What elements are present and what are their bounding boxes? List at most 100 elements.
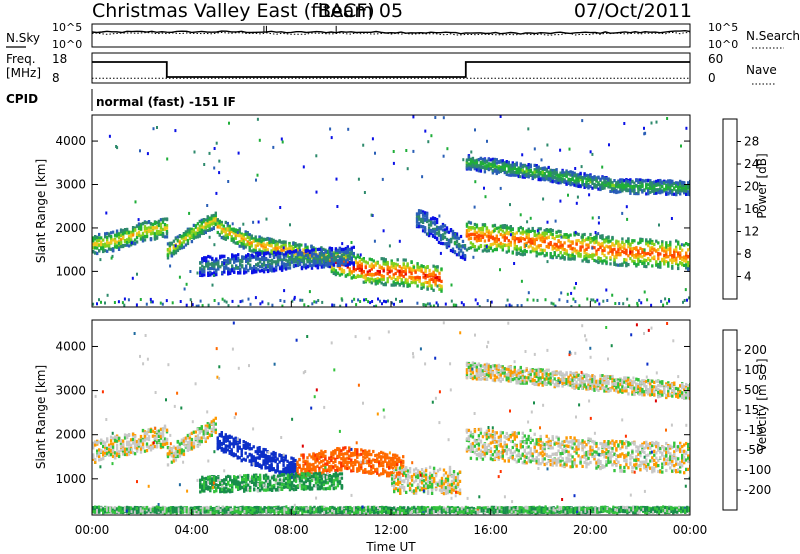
power-cell — [235, 266, 238, 270]
power-noise-cell — [536, 229, 539, 233]
power-cell — [428, 268, 431, 272]
power-cell — [410, 267, 413, 271]
power-cell — [637, 257, 640, 261]
power-cell — [477, 234, 481, 238]
power-cell — [653, 180, 656, 184]
velocity-cell — [145, 449, 149, 453]
power-cell — [368, 273, 371, 277]
power-cell — [202, 218, 205, 222]
power-cell — [441, 242, 445, 246]
power-cell — [298, 250, 302, 254]
power-cell — [338, 259, 342, 264]
power-noise-cell — [335, 177, 338, 181]
power-cell — [617, 242, 620, 246]
power-cell — [543, 234, 546, 238]
power-cell — [639, 239, 642, 243]
power-noise-cell — [525, 244, 528, 247]
velocity-cell — [222, 440, 225, 444]
velocity-cell — [192, 441, 196, 445]
power-cell — [685, 266, 688, 270]
power-ground-cell — [606, 299, 609, 302]
power-cell — [296, 256, 299, 260]
power-ground-cell — [135, 303, 138, 307]
power-cell — [340, 269, 344, 273]
power-cell — [298, 243, 301, 247]
power-cell — [298, 259, 301, 263]
power-cell — [569, 246, 572, 251]
power-cell — [419, 219, 423, 224]
power-cell — [220, 236, 223, 240]
power-cell — [330, 248, 334, 252]
velocity-cell — [216, 443, 219, 447]
power-cell — [661, 184, 664, 189]
power-ground-cell — [373, 305, 376, 307]
power-cell — [417, 211, 421, 215]
power-cell — [557, 253, 560, 258]
power-cell — [286, 250, 290, 254]
power-cell — [224, 237, 227, 241]
power-cell — [417, 215, 421, 219]
power-cell — [569, 170, 572, 174]
power-noise-cell — [196, 271, 199, 275]
power-cell — [499, 228, 502, 232]
power-cell — [245, 270, 248, 274]
power-cell — [107, 247, 111, 251]
power-cell — [573, 179, 576, 183]
power-cell — [113, 233, 117, 237]
velocity-cell — [141, 428, 145, 433]
power-cell — [495, 158, 498, 162]
velocity-cell — [161, 428, 165, 432]
power-ground-cell — [249, 302, 252, 306]
power-cell — [178, 234, 182, 239]
power-cell — [619, 243, 622, 247]
power-cell — [286, 247, 289, 251]
velocity-cell — [104, 446, 107, 451]
power-cell — [591, 186, 594, 190]
power-cell — [282, 240, 285, 245]
power-cell — [104, 249, 107, 253]
power-cell — [555, 168, 558, 172]
power-cell — [621, 180, 624, 185]
velocity-cell — [111, 436, 115, 440]
power-cell — [284, 252, 288, 256]
power-ground-cell — [570, 305, 573, 307]
power-cell — [671, 260, 674, 264]
power-cell — [499, 224, 502, 228]
power-cell — [663, 179, 666, 183]
power-cell — [533, 247, 536, 251]
power-noise-cell — [429, 304, 432, 307]
power-cell — [386, 268, 389, 272]
power-cell — [687, 248, 690, 252]
power-cell — [503, 236, 506, 240]
power-cell — [469, 241, 473, 245]
power-cell — [471, 165, 475, 169]
power-cell — [497, 230, 500, 234]
power-cell — [507, 173, 510, 177]
power-cell — [153, 234, 157, 238]
power-cell — [635, 192, 638, 196]
power-cell — [368, 277, 371, 281]
power-cell — [384, 282, 387, 286]
power-cell — [511, 170, 514, 174]
power-cell — [515, 245, 518, 249]
power-cell — [473, 164, 477, 168]
power-cell — [416, 265, 419, 269]
power-ground-cell — [526, 298, 529, 302]
velocity-cell — [168, 446, 172, 451]
power-cell — [659, 265, 662, 269]
power-cell — [406, 283, 409, 287]
noise-series-1 — [91, 31, 691, 36]
power-cell — [549, 177, 552, 181]
power-cell — [253, 265, 256, 269]
power-cell — [451, 249, 455, 254]
power-cell — [447, 238, 451, 242]
power-cell — [665, 260, 668, 264]
velocity-cell — [161, 431, 165, 435]
velocity-cell — [178, 451, 182, 455]
power-cell — [182, 232, 186, 236]
power-cell — [133, 228, 137, 232]
velocity-cell — [214, 430, 217, 435]
power-ground-cell — [201, 304, 204, 307]
power-cell — [627, 188, 630, 192]
power-cell — [501, 229, 504, 233]
